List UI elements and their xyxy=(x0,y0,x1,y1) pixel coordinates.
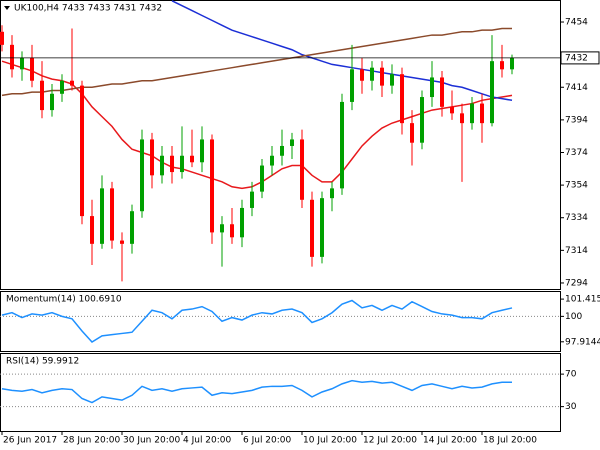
candle-body xyxy=(320,198,324,257)
candle-body xyxy=(430,77,434,98)
y-tick-label: 100 xyxy=(565,312,582,322)
y-tick-label: 70 xyxy=(565,370,577,380)
candle-body xyxy=(500,61,504,70)
candle-body xyxy=(350,69,354,102)
candle-body xyxy=(40,80,44,111)
candle-body xyxy=(200,139,204,163)
candle-body xyxy=(290,139,294,146)
candle-body xyxy=(270,155,274,166)
candle-body xyxy=(360,69,364,81)
candle-body xyxy=(480,103,484,124)
y-tick-label: 7414 xyxy=(565,83,588,93)
candle-body xyxy=(420,97,424,143)
candle-body xyxy=(20,57,24,70)
x-tick-label: 10 Jul 20:00 xyxy=(303,436,357,446)
x-tick-label: 30 Jun 20:00 xyxy=(123,436,180,446)
indicator-line xyxy=(1,299,513,343)
main-panel xyxy=(0,0,561,290)
chart-title: UK100,H4 7433 7433 7431 7432 xyxy=(14,4,162,14)
candle-body xyxy=(140,139,144,212)
candle-body xyxy=(150,139,154,176)
candle-body xyxy=(390,74,394,86)
candle-body xyxy=(450,106,454,114)
last-price-box xyxy=(560,51,600,65)
candle-body xyxy=(220,224,224,233)
candle-body xyxy=(260,165,264,192)
y-tick-label: 7454 xyxy=(565,18,588,28)
rsi-title: RSI(14) 59.9912 xyxy=(6,357,79,367)
moving-average xyxy=(1,27,512,97)
candle-body xyxy=(470,103,474,124)
candle-body xyxy=(410,123,414,143)
candle-body xyxy=(70,80,74,86)
y-tick-label: 7354 xyxy=(565,181,588,191)
candle-body xyxy=(180,155,184,173)
y-tick-label: 7314 xyxy=(565,246,588,256)
candle-body xyxy=(400,74,404,124)
candle-body xyxy=(170,155,174,173)
candle-body xyxy=(490,61,494,124)
y-tick-label: 7374 xyxy=(565,148,588,158)
x-tick-label: 6 Jul 20:00 xyxy=(243,436,292,446)
candle-body xyxy=(100,188,104,244)
candle-body xyxy=(190,155,194,163)
candle-body xyxy=(380,67,384,86)
panel-arrow xyxy=(4,6,10,10)
candle-body xyxy=(230,224,234,238)
candle-body xyxy=(460,113,464,124)
y-tick-label: 7294 xyxy=(565,278,588,288)
candle-body xyxy=(10,44,14,70)
moving-average xyxy=(171,0,513,102)
candle-body xyxy=(130,211,134,244)
momentum-panel xyxy=(0,291,561,352)
candle-body xyxy=(210,139,214,233)
x-tick-label: 12 Jul 20:00 xyxy=(363,436,417,446)
candle-body xyxy=(250,191,254,208)
last-price-label: 7432 xyxy=(565,53,588,63)
candle-body xyxy=(280,145,284,156)
candle-body xyxy=(370,67,374,81)
candle-body xyxy=(110,188,114,241)
candle-body xyxy=(330,188,334,199)
candle-body xyxy=(440,77,444,107)
candle-body xyxy=(240,207,244,238)
x-tick-label: 26 Jun 2017 xyxy=(3,436,57,446)
candle-body xyxy=(60,80,64,94)
y-tick-label: 7334 xyxy=(565,213,588,223)
candle-body xyxy=(0,31,4,45)
y-tick-label: 30 xyxy=(565,402,577,412)
indicator-line xyxy=(1,379,513,404)
candle-body xyxy=(30,57,34,81)
y-tick-label: 101.4156 xyxy=(565,295,600,305)
candle-body xyxy=(80,85,84,217)
candle-body xyxy=(340,101,344,189)
moving-average xyxy=(1,60,513,190)
x-tick-label: 4 Jul 20:00 xyxy=(183,436,232,446)
rsi-panel xyxy=(0,353,561,432)
candle-body xyxy=(310,199,314,257)
candle-body xyxy=(50,93,54,111)
x-tick-label: 14 Jul 20:00 xyxy=(423,436,477,446)
candle-body xyxy=(90,216,94,244)
x-tick-label: 28 Jun 20:00 xyxy=(63,436,120,446)
x-tick-label: 18 Jul 20:00 xyxy=(483,436,537,446)
candle-body xyxy=(160,155,164,176)
candle-body xyxy=(300,139,304,200)
candle-body xyxy=(120,240,124,244)
y-tick-label: 7394 xyxy=(565,115,588,125)
y-tick-label: 97.9144 xyxy=(565,337,600,347)
momentum-title: Momentum(14) 100.6910 xyxy=(6,295,122,305)
candle-body xyxy=(510,57,514,70)
